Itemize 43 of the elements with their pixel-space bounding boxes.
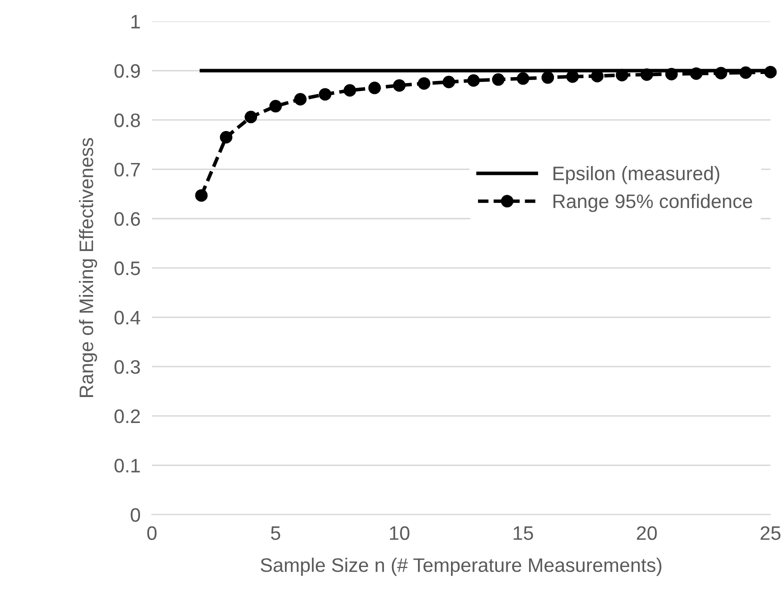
y-tick-label: 0.9 (114, 64, 140, 78)
y-tick-label: 0.6 (114, 212, 140, 226)
x-tick-label: 0 (147, 526, 157, 540)
y-tick-label: 0.4 (114, 310, 140, 325)
point (344, 84, 356, 97)
point (393, 79, 406, 92)
point (516, 72, 530, 85)
point (690, 67, 702, 80)
y-tick-label: 0.3 (114, 360, 140, 374)
point (714, 66, 728, 80)
legend-label: Epsilon (measured) (554, 166, 720, 184)
y-tick-label: 0.2 (114, 409, 140, 424)
x-tick-label: 10 (390, 526, 410, 540)
y-tick-label: 0.1 (114, 458, 140, 473)
point (739, 66, 752, 79)
point (418, 77, 430, 90)
point (220, 130, 232, 144)
x-axis-title: Sample Size n (# Temperature Measurements) (260, 558, 662, 576)
point (764, 66, 777, 78)
x-tick-label: 5 (270, 526, 280, 540)
point (467, 74, 480, 87)
point (244, 110, 258, 124)
y-axis-title: Range of Mixing Effectiveness (78, 138, 98, 397)
x-tick-label: 20 (636, 526, 657, 540)
x-tick-label: 15 (514, 526, 534, 540)
y-tick-label: 0.7 (114, 162, 140, 177)
point (616, 68, 628, 82)
point (665, 68, 678, 80)
x-tick-label: 25 (760, 526, 780, 540)
y-tick-label: 0 (130, 508, 140, 522)
point (368, 82, 381, 94)
point (318, 88, 332, 101)
legend-label: Range 95% confidence (554, 194, 752, 212)
point (492, 73, 505, 86)
point (294, 93, 307, 106)
y-tick-label: 0.5 (114, 261, 140, 276)
y-tick-label: 1 (131, 14, 140, 28)
y-tick-label: 0.8 (114, 113, 140, 128)
point (195, 189, 208, 202)
point (542, 71, 554, 84)
point (442, 76, 456, 88)
point (269, 100, 282, 112)
point (640, 68, 654, 81)
